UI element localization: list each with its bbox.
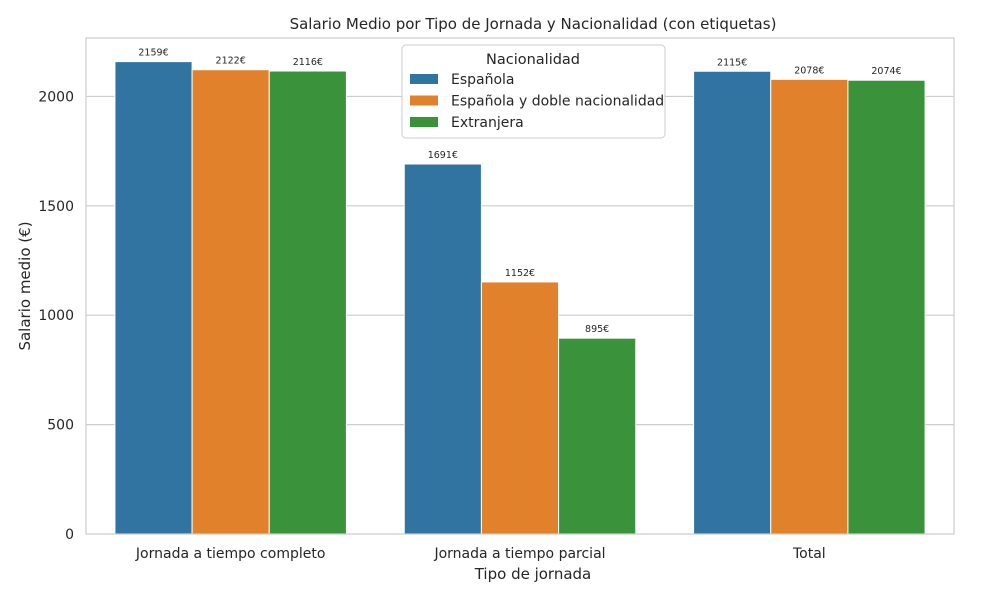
bar-value-label: 1152€: [505, 268, 535, 279]
legend-swatch: [410, 117, 438, 127]
x-tick-label: Total: [792, 546, 826, 562]
bar: [191, 69, 270, 535]
legend-swatch: [410, 95, 438, 106]
bar-value-label: 2078€: [794, 65, 824, 76]
bar: [847, 79, 926, 535]
x-axis-label: Tipo de jornada: [474, 565, 592, 583]
y-tick-label: 2000: [38, 89, 74, 105]
legend-label: Extranjera: [451, 115, 524, 131]
x-tick-label: Jornada a tiempo parcial: [433, 546, 605, 562]
legend: Nacionalidad Española Española y doble na…: [401, 44, 666, 139]
legend-label: Española: [451, 72, 515, 88]
bar: [114, 61, 193, 535]
bar-value-label: 1691€: [428, 150, 458, 161]
legend-items: Española Española y doble nacionalidad Ext…: [410, 72, 664, 131]
legend-label: Española y doble nacionalidad: [451, 94, 664, 110]
bars-layer: [114, 61, 926, 535]
bar-value-label: 2159€: [138, 48, 168, 59]
y-tick-label: 1000: [38, 308, 74, 324]
legend-title: Nacionalidad: [486, 52, 580, 68]
bar: [770, 78, 849, 535]
bar: [693, 70, 772, 535]
bar-value-label: 2115€: [717, 57, 747, 68]
legend-swatch: [410, 74, 438, 84]
chart-title: Salario Medio por Tipo de Jornada y Naci…: [290, 15, 777, 33]
y-tick-label: 500: [47, 418, 74, 434]
bar: [403, 163, 482, 535]
y-tick-label: 1500: [38, 199, 74, 215]
bar-value-label: 895€: [585, 324, 609, 335]
plot-frame: [85, 37, 955, 535]
bar-value-label: 2116€: [293, 57, 323, 68]
bar-value-label: 2122€: [216, 56, 246, 67]
bar-labels-layer: 2159€ 2122€ 2116€ 1691€ 1152€ 895€ 2115€ 2078€ 2…: [138, 48, 901, 336]
bar: [268, 70, 347, 535]
x-tick-label: Jornada a tiempo completo: [135, 546, 325, 562]
y-axis-label: Salario medio (€): [16, 221, 34, 350]
legend-box: [401, 44, 666, 139]
bar: [480, 281, 560, 535]
bar: [558, 337, 637, 535]
y-tick-label: 0: [65, 527, 74, 543]
bar-value-label: 2074€: [871, 66, 901, 77]
ticks-layer: 0 500 1000 1500 2000 Jornada a tiempo complet…: [38, 89, 825, 562]
